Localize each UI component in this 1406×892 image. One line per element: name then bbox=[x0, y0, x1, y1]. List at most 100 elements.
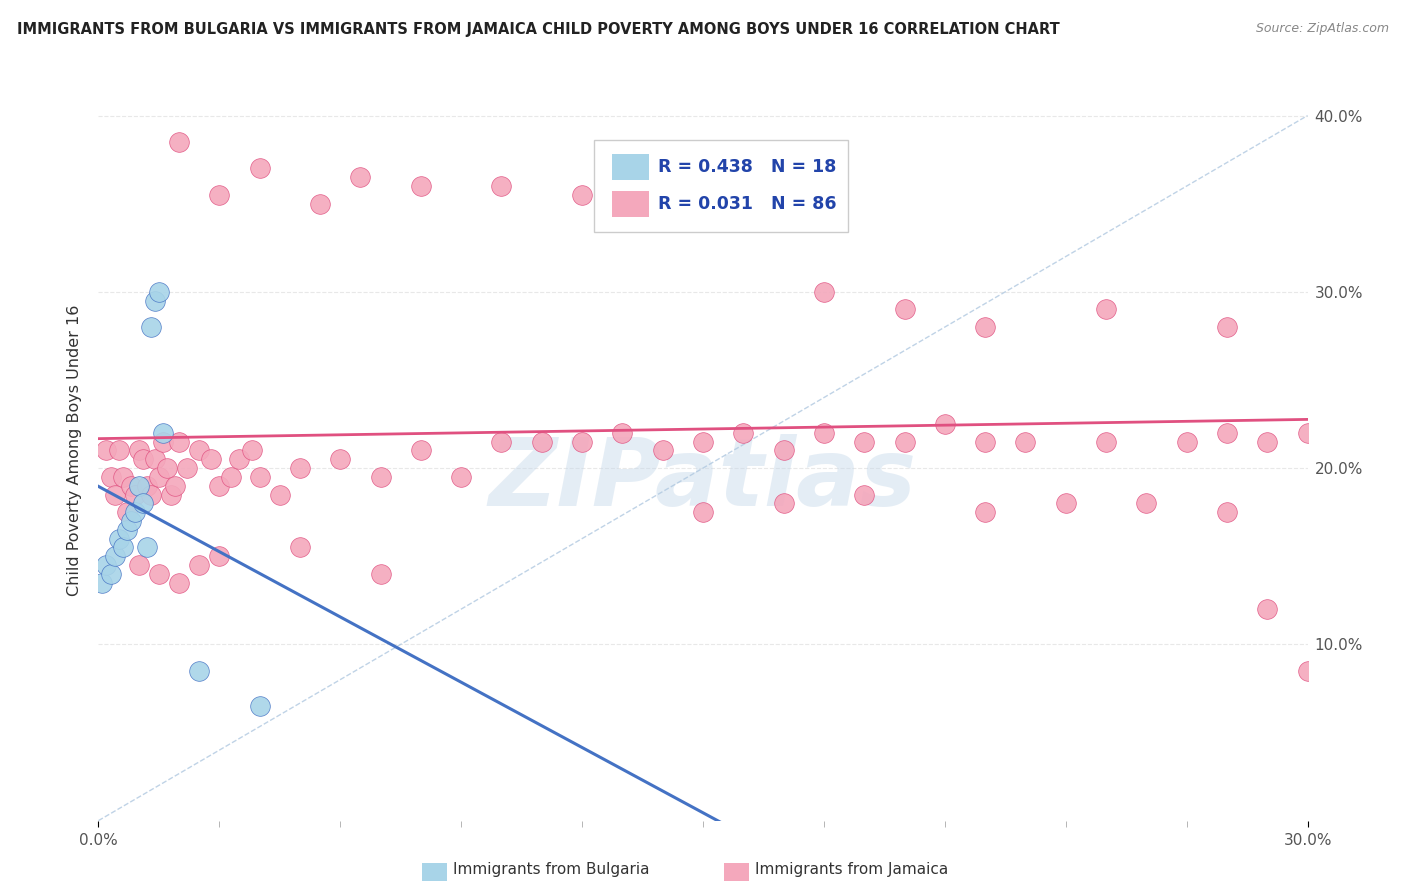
Point bbox=[772, 179, 794, 194]
Point bbox=[893, 434, 915, 449]
Point bbox=[120, 514, 142, 528]
Point bbox=[148, 566, 170, 581]
Point bbox=[651, 443, 673, 458]
Point bbox=[208, 549, 231, 564]
Text: Source: ZipAtlas.com: Source: ZipAtlas.com bbox=[1256, 22, 1389, 36]
Point bbox=[221, 470, 243, 484]
Point bbox=[152, 425, 174, 440]
Point bbox=[228, 452, 250, 467]
Point bbox=[1296, 425, 1319, 440]
Point bbox=[188, 443, 211, 458]
Point bbox=[103, 549, 125, 564]
Point bbox=[107, 443, 129, 458]
Point bbox=[107, 532, 129, 546]
Point bbox=[249, 470, 271, 484]
Text: IMMIGRANTS FROM BULGARIA VS IMMIGRANTS FROM JAMAICA CHILD POVERTY AMONG BOYS UND: IMMIGRANTS FROM BULGARIA VS IMMIGRANTS F… bbox=[17, 22, 1060, 37]
Point bbox=[370, 470, 392, 484]
Point bbox=[160, 487, 183, 501]
Point bbox=[100, 566, 122, 581]
Point bbox=[1095, 434, 1118, 449]
Point bbox=[139, 487, 162, 501]
Point bbox=[132, 496, 155, 510]
Point bbox=[135, 479, 157, 493]
Point bbox=[132, 452, 155, 467]
Point bbox=[249, 161, 271, 176]
Point bbox=[167, 135, 190, 149]
Point bbox=[813, 285, 835, 299]
Point bbox=[571, 187, 593, 202]
Point bbox=[692, 434, 714, 449]
Point bbox=[1054, 496, 1077, 510]
Text: Immigrants from Jamaica: Immigrants from Jamaica bbox=[755, 863, 948, 877]
Point bbox=[115, 523, 138, 537]
Point bbox=[409, 443, 432, 458]
Point bbox=[571, 434, 593, 449]
Text: Immigrants from Bulgaria: Immigrants from Bulgaria bbox=[453, 863, 650, 877]
Point bbox=[288, 461, 311, 475]
Point bbox=[124, 505, 146, 519]
Point bbox=[450, 470, 472, 484]
Point bbox=[934, 417, 956, 431]
Point bbox=[124, 487, 146, 501]
Point bbox=[100, 470, 122, 484]
Point bbox=[1095, 302, 1118, 317]
Point bbox=[733, 170, 755, 185]
Point bbox=[612, 425, 634, 440]
Point bbox=[530, 434, 553, 449]
Text: R = 0.031   N = 86: R = 0.031 N = 86 bbox=[658, 195, 837, 213]
Point bbox=[120, 479, 142, 493]
Point bbox=[893, 302, 915, 317]
Point bbox=[188, 558, 211, 572]
Point bbox=[128, 479, 150, 493]
Point bbox=[176, 461, 198, 475]
Point bbox=[269, 487, 291, 501]
Point bbox=[288, 541, 311, 555]
Point bbox=[1216, 320, 1239, 334]
Point bbox=[163, 479, 186, 493]
Point bbox=[96, 558, 118, 572]
FancyBboxPatch shape bbox=[595, 139, 848, 232]
Point bbox=[974, 434, 997, 449]
Point bbox=[139, 320, 162, 334]
Point bbox=[853, 487, 876, 501]
Point bbox=[1296, 664, 1319, 678]
Point bbox=[208, 479, 231, 493]
Point bbox=[96, 443, 118, 458]
Point bbox=[370, 566, 392, 581]
Point bbox=[772, 443, 794, 458]
Point bbox=[249, 699, 271, 714]
Point bbox=[143, 452, 166, 467]
Bar bbox=[613, 191, 648, 218]
Point bbox=[974, 320, 997, 334]
Point bbox=[1014, 434, 1036, 449]
Point bbox=[692, 505, 714, 519]
Text: ZIPatlas: ZIPatlas bbox=[489, 434, 917, 526]
Point bbox=[349, 170, 371, 185]
Point bbox=[772, 496, 794, 510]
Point bbox=[200, 452, 222, 467]
Point bbox=[409, 179, 432, 194]
Point bbox=[128, 443, 150, 458]
Point bbox=[853, 434, 876, 449]
Point bbox=[1256, 434, 1278, 449]
Point bbox=[1216, 505, 1239, 519]
Point bbox=[111, 470, 134, 484]
Point bbox=[974, 505, 997, 519]
Point bbox=[329, 452, 352, 467]
Point bbox=[1216, 425, 1239, 440]
Point bbox=[156, 461, 179, 475]
Point bbox=[148, 285, 170, 299]
Point bbox=[143, 293, 166, 308]
Point bbox=[103, 487, 125, 501]
Point bbox=[1135, 496, 1157, 510]
Point bbox=[135, 541, 157, 555]
Point bbox=[733, 425, 755, 440]
Point bbox=[1256, 602, 1278, 616]
Point bbox=[208, 187, 231, 202]
Point bbox=[188, 664, 211, 678]
Point bbox=[148, 470, 170, 484]
Point bbox=[152, 434, 174, 449]
Point bbox=[111, 541, 134, 555]
Text: R = 0.438   N = 18: R = 0.438 N = 18 bbox=[658, 158, 837, 176]
Point bbox=[128, 558, 150, 572]
